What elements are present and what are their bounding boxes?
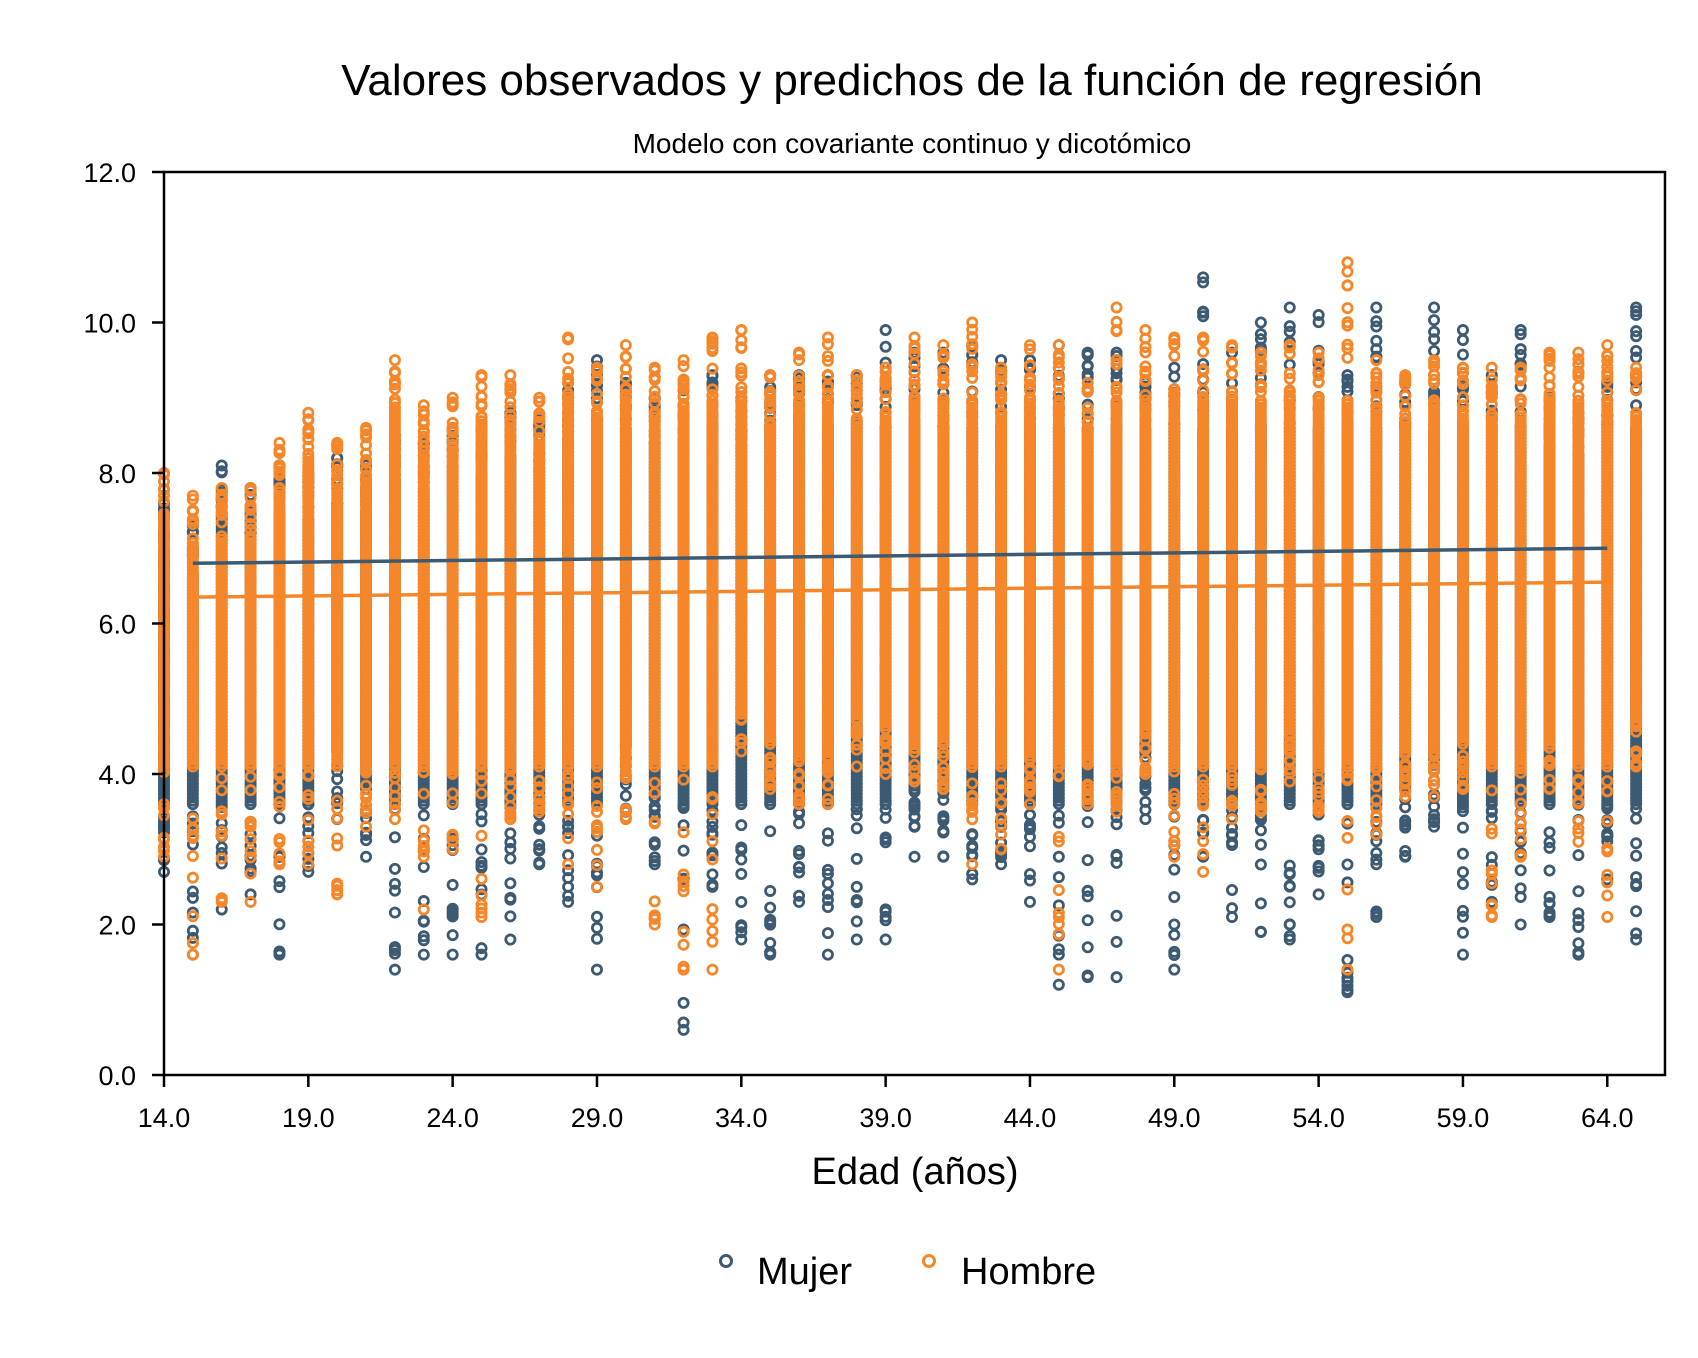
data-point <box>360 834 373 847</box>
data-point <box>360 826 373 839</box>
data-point <box>186 924 199 937</box>
data-point <box>186 885 199 898</box>
chart-subtitle: Modelo con covariante continuo y dicotóm… <box>633 128 1192 159</box>
data-point <box>273 812 286 825</box>
data-point <box>388 906 401 919</box>
chart-title: Valores observados y predichos de la fun… <box>341 56 1482 105</box>
data-point <box>331 773 344 786</box>
data-point <box>186 817 199 830</box>
data-point <box>215 841 228 854</box>
data-point <box>244 862 257 875</box>
data-point <box>215 847 228 860</box>
data-point <box>388 831 401 844</box>
data-point <box>244 839 257 852</box>
data-point <box>302 852 315 865</box>
data-point <box>186 931 199 944</box>
data-point-extreme <box>273 948 286 961</box>
data-point <box>273 918 286 931</box>
data-point <box>215 800 228 813</box>
data-point <box>302 820 315 833</box>
data-point <box>388 877 401 890</box>
data-point-extreme <box>215 459 228 472</box>
data-point <box>388 941 401 954</box>
data-point <box>388 862 401 875</box>
data-point <box>215 466 228 479</box>
data-point-extreme <box>388 963 401 976</box>
data-point-extreme <box>244 888 257 901</box>
data-point <box>186 891 199 904</box>
data-point <box>273 875 286 888</box>
data-point <box>388 884 401 897</box>
data-point <box>388 947 401 960</box>
data-point-extreme <box>302 865 315 878</box>
data-point <box>273 881 286 894</box>
data-point-extreme <box>360 850 373 863</box>
